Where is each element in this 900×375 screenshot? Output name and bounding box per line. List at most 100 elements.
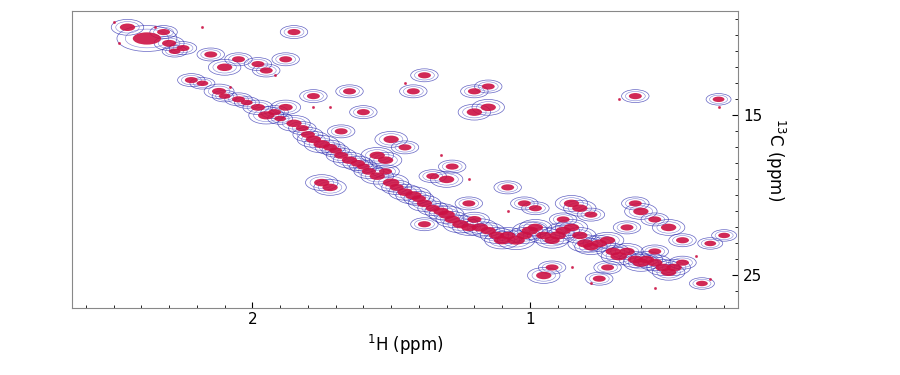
Ellipse shape xyxy=(329,147,342,154)
Ellipse shape xyxy=(508,236,525,244)
Ellipse shape xyxy=(661,224,676,231)
Ellipse shape xyxy=(583,243,599,250)
Ellipse shape xyxy=(268,109,281,115)
Ellipse shape xyxy=(517,232,532,239)
Ellipse shape xyxy=(549,231,566,240)
Ellipse shape xyxy=(379,168,392,174)
Ellipse shape xyxy=(158,29,170,35)
Ellipse shape xyxy=(258,111,274,119)
Ellipse shape xyxy=(500,232,516,239)
Ellipse shape xyxy=(481,227,496,234)
Ellipse shape xyxy=(600,237,616,244)
Ellipse shape xyxy=(427,173,439,179)
Ellipse shape xyxy=(169,48,181,54)
Ellipse shape xyxy=(405,191,421,200)
Ellipse shape xyxy=(536,232,552,239)
Ellipse shape xyxy=(572,232,588,239)
Ellipse shape xyxy=(176,45,190,51)
Ellipse shape xyxy=(577,239,594,248)
Ellipse shape xyxy=(399,144,411,150)
Ellipse shape xyxy=(397,189,413,196)
Ellipse shape xyxy=(606,248,621,255)
Ellipse shape xyxy=(529,205,542,211)
Ellipse shape xyxy=(196,81,208,86)
Ellipse shape xyxy=(390,184,404,191)
Ellipse shape xyxy=(334,152,348,159)
Ellipse shape xyxy=(314,179,329,186)
Ellipse shape xyxy=(212,88,226,95)
Ellipse shape xyxy=(655,264,670,271)
Ellipse shape xyxy=(307,93,320,99)
Ellipse shape xyxy=(446,164,459,170)
Ellipse shape xyxy=(518,200,531,207)
Ellipse shape xyxy=(370,152,385,159)
Ellipse shape xyxy=(217,63,232,71)
Ellipse shape xyxy=(555,227,571,234)
Ellipse shape xyxy=(522,226,538,235)
X-axis label: $^{1}$H (ppm): $^{1}$H (ppm) xyxy=(366,333,444,357)
Ellipse shape xyxy=(667,264,682,271)
Ellipse shape xyxy=(322,184,338,191)
Ellipse shape xyxy=(463,200,475,207)
Ellipse shape xyxy=(335,128,347,134)
Ellipse shape xyxy=(301,131,315,138)
Ellipse shape xyxy=(232,96,245,102)
Ellipse shape xyxy=(494,236,510,244)
Ellipse shape xyxy=(648,248,662,255)
Ellipse shape xyxy=(383,136,399,143)
Ellipse shape xyxy=(676,260,689,266)
Ellipse shape xyxy=(417,200,432,207)
Ellipse shape xyxy=(661,268,676,276)
Ellipse shape xyxy=(407,88,419,94)
Ellipse shape xyxy=(563,224,580,231)
Ellipse shape xyxy=(357,109,370,115)
Ellipse shape xyxy=(204,51,217,57)
Ellipse shape xyxy=(527,224,543,231)
Ellipse shape xyxy=(306,136,321,143)
Ellipse shape xyxy=(260,68,273,74)
Ellipse shape xyxy=(434,208,449,215)
Ellipse shape xyxy=(251,61,265,67)
Ellipse shape xyxy=(501,184,514,190)
Ellipse shape xyxy=(647,259,662,266)
Ellipse shape xyxy=(382,178,400,187)
Ellipse shape xyxy=(279,56,292,62)
Ellipse shape xyxy=(648,216,662,222)
Ellipse shape xyxy=(633,259,649,267)
Ellipse shape xyxy=(591,240,607,247)
Ellipse shape xyxy=(274,116,286,121)
Ellipse shape xyxy=(468,88,481,94)
Ellipse shape xyxy=(619,248,634,255)
Ellipse shape xyxy=(629,93,642,99)
Ellipse shape xyxy=(439,176,454,183)
Ellipse shape xyxy=(472,224,488,231)
Ellipse shape xyxy=(489,232,504,239)
Ellipse shape xyxy=(584,211,598,217)
Ellipse shape xyxy=(120,24,135,31)
Ellipse shape xyxy=(162,40,176,46)
Ellipse shape xyxy=(287,29,301,35)
Ellipse shape xyxy=(296,125,309,131)
Ellipse shape xyxy=(323,144,338,151)
Ellipse shape xyxy=(219,93,230,99)
Ellipse shape xyxy=(241,100,253,105)
Ellipse shape xyxy=(286,120,302,127)
Ellipse shape xyxy=(482,84,495,90)
Ellipse shape xyxy=(593,276,606,282)
Ellipse shape xyxy=(343,88,356,94)
Ellipse shape xyxy=(481,104,496,111)
Ellipse shape xyxy=(545,264,559,270)
Ellipse shape xyxy=(610,252,627,260)
Ellipse shape xyxy=(696,281,707,286)
Ellipse shape xyxy=(467,108,482,116)
Ellipse shape xyxy=(557,216,570,222)
Ellipse shape xyxy=(313,140,330,148)
Ellipse shape xyxy=(563,200,580,207)
Ellipse shape xyxy=(412,195,426,202)
Ellipse shape xyxy=(438,210,454,219)
Ellipse shape xyxy=(418,221,431,227)
Ellipse shape xyxy=(251,104,265,111)
Ellipse shape xyxy=(418,72,431,78)
Ellipse shape xyxy=(184,77,198,83)
Ellipse shape xyxy=(601,264,614,270)
